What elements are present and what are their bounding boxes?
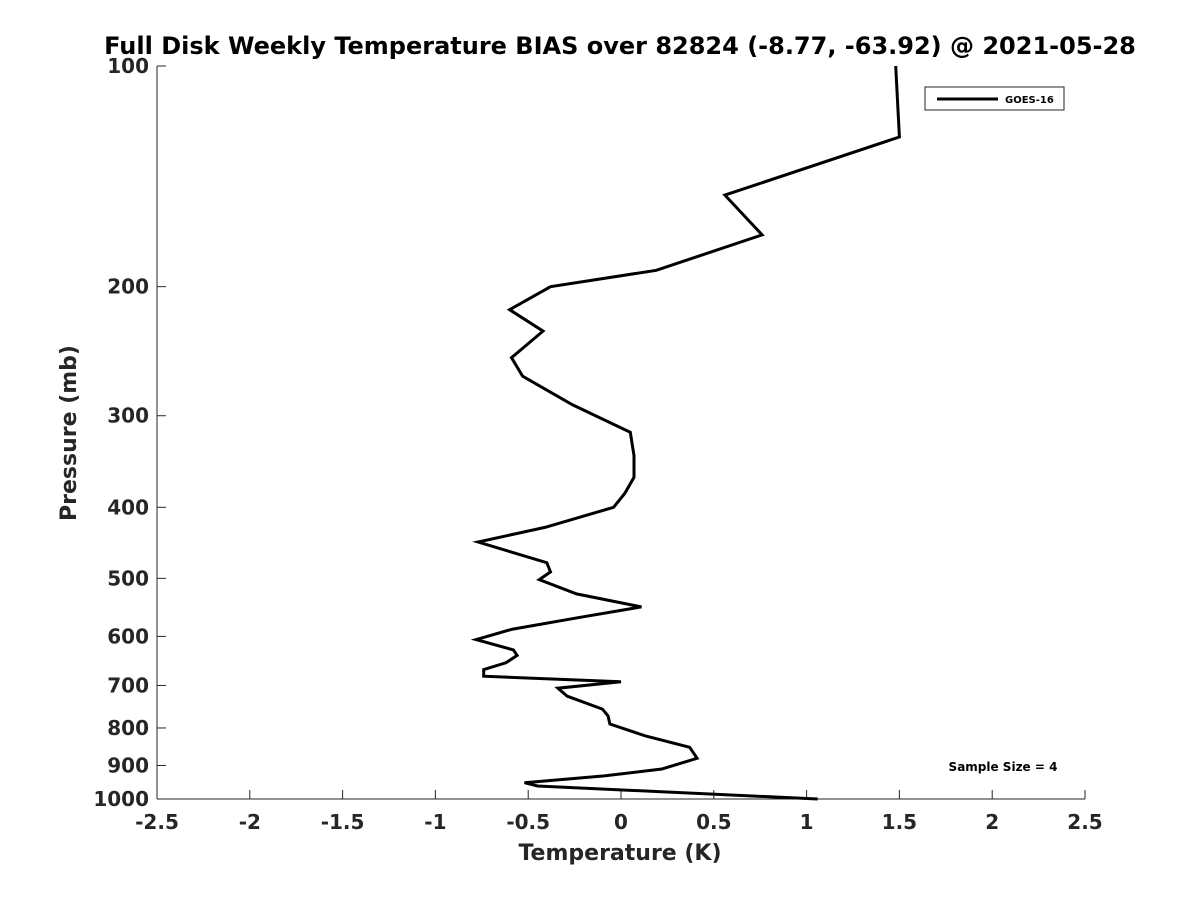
y-tick-label: 400 [107, 495, 149, 519]
x-axis-ticks: -2.5 -2 -1.5 -1 -0.5 0 0.5 1 1.5 2 2.5 [135, 790, 1103, 834]
x-tick-label: -0.5 [506, 810, 550, 834]
x-tick-label: -1 [424, 810, 446, 834]
x-tick-label: 2.5 [1067, 810, 1102, 834]
x-tick-label: 2 [985, 810, 999, 834]
x-tick-label: -2.5 [135, 810, 179, 834]
y-tick-label: 600 [107, 624, 149, 648]
y-tick-label: 900 [107, 753, 149, 777]
y-tick-label: 200 [107, 275, 149, 299]
x-axis-label: Temperature (K) [518, 841, 721, 866]
sample-size-annotation: Sample Size = 4 [949, 760, 1058, 774]
y-tick-label: 800 [107, 716, 149, 740]
y-tick-label: 700 [107, 673, 149, 697]
y-axis-label: Pressure (mb) [57, 345, 82, 521]
y-tick-label: 300 [107, 404, 149, 428]
chart-title: Full Disk Weekly Temperature BIAS over 8… [104, 32, 1136, 60]
y-tick-label: 100 [107, 54, 149, 78]
legend: GOES-16 [924, 86, 1065, 111]
axes [156, 66, 1085, 800]
x-tick-label: -2 [239, 810, 261, 834]
y-tick-label: 500 [107, 566, 149, 590]
x-tick-label: -1.5 [321, 810, 365, 834]
y-tick-label: 1000 [93, 787, 149, 811]
series-line-goes-16 [470, 65, 901, 801]
legend-label-goes-16: GOES-16 [1005, 95, 1054, 106]
x-tick-label: 1 [800, 810, 814, 834]
x-tick-label: 1.5 [882, 810, 917, 834]
x-tick-label: 0 [614, 810, 628, 834]
x-tick-label: 0.5 [696, 810, 731, 834]
y-axis-ticks: 100 200 300 400 500 600 700 800 900 1000 [93, 54, 166, 811]
series-layer [470, 65, 901, 801]
